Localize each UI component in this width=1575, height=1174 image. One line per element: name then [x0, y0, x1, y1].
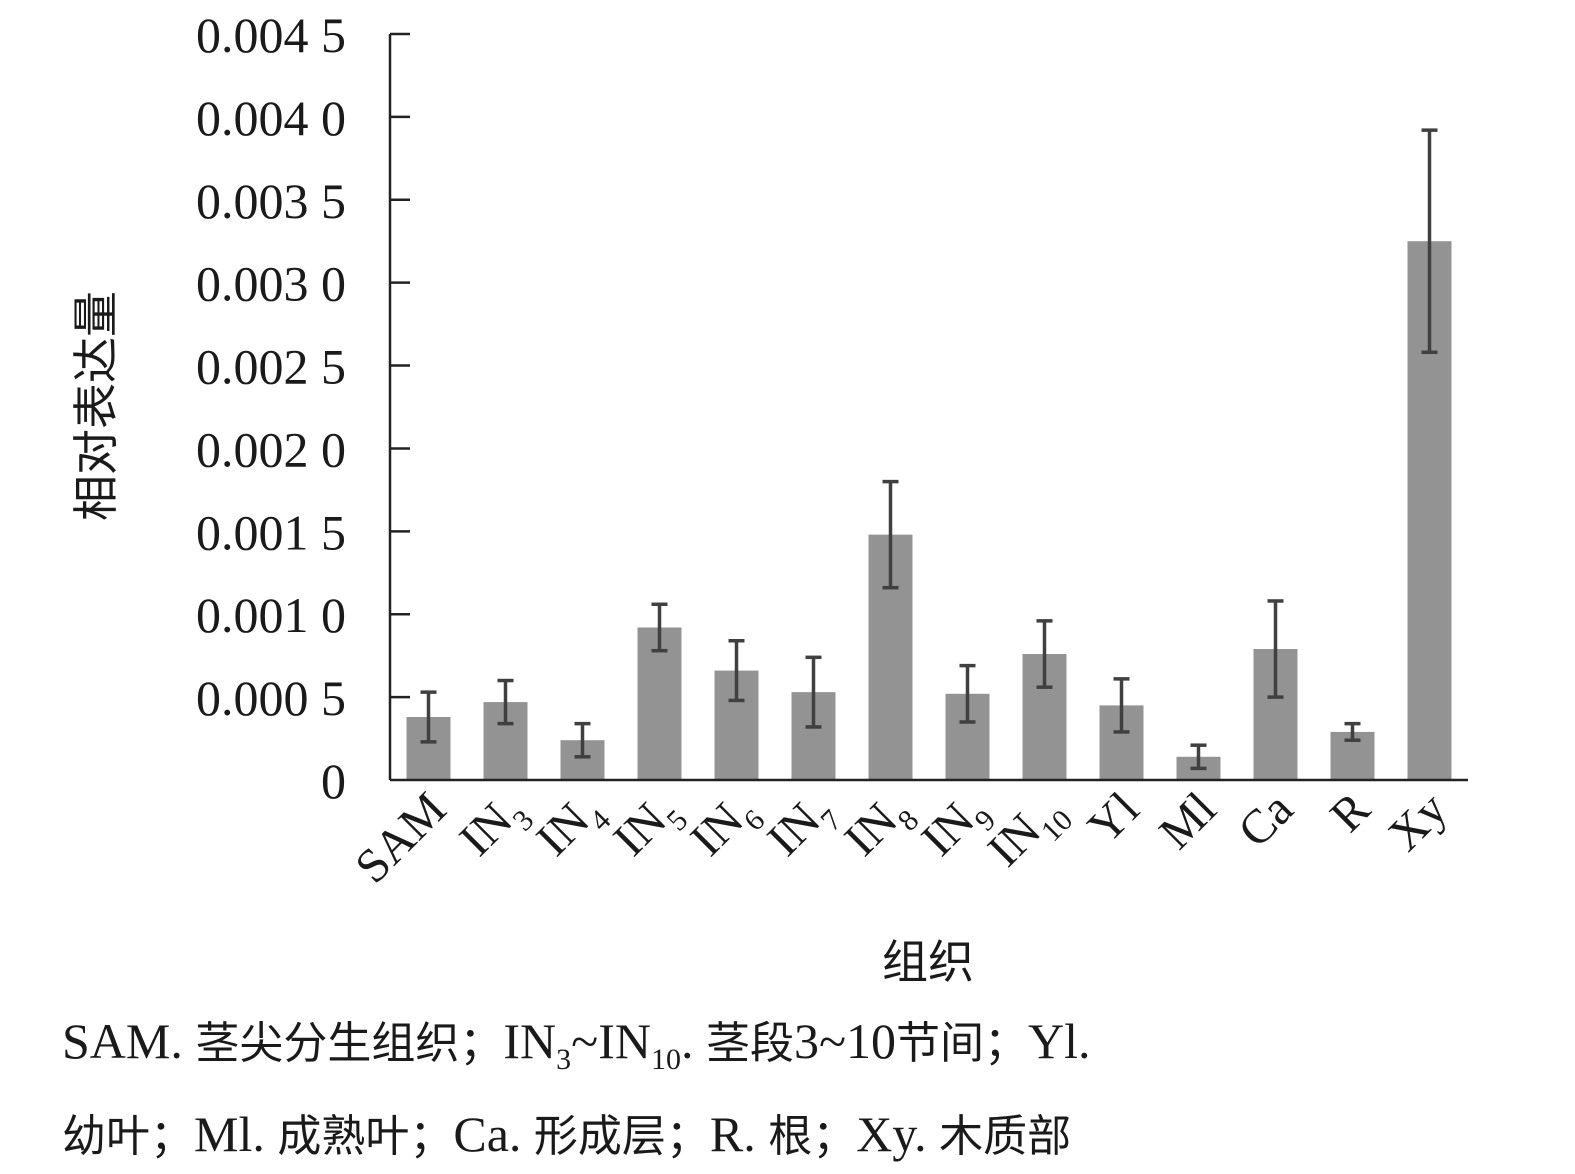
error-bar	[882, 479, 899, 590]
caption-segment: Ml.	[194, 1106, 278, 1162]
error-bar	[959, 663, 976, 724]
x-axis-title: 组织	[882, 935, 974, 989]
caption-segment: 根；	[768, 1111, 857, 1162]
caption-segment: Xy.	[856, 1106, 940, 1162]
caption-line-2: 幼叶；Ml. 成熟叶；Ca. 形成层；R. 根；Xy. 木质部	[62, 1097, 1542, 1174]
figure-caption: SAM. 茎尖分生组织；IN3~IN10. 茎段3~10节间；Yl. 幼叶；Ml…	[62, 1004, 1542, 1174]
caption-segment: IN	[503, 1013, 557, 1069]
y-tick-label: 0.004 5	[196, 7, 346, 63]
x-tick-label: Xy	[1378, 782, 1457, 861]
error-bar	[805, 655, 822, 729]
caption-segment: 节间；	[896, 1018, 1029, 1069]
caption-segment: 3~10	[793, 1013, 897, 1069]
y-tick-label: 0.003 0	[196, 256, 346, 312]
caption-segment: Ca.	[453, 1106, 534, 1162]
error-bar	[1036, 619, 1053, 689]
error-bar	[1190, 743, 1207, 771]
y-tick-label: 0.002 5	[196, 339, 346, 395]
caption-segment: 3	[556, 1043, 572, 1076]
caption-segment: SAM.	[62, 1013, 196, 1069]
caption-segment: 幼叶；	[62, 1111, 194, 1162]
error-bar	[1344, 721, 1361, 742]
caption-segment: 形成层；	[533, 1111, 710, 1162]
x-tick-label: Ml	[1149, 782, 1226, 859]
y-tick-label: 0.004 0	[196, 90, 346, 146]
x-tick-label: Ca	[1228, 782, 1303, 857]
caption-segment: R.	[709, 1106, 769, 1162]
bar	[637, 627, 682, 780]
error-bar	[1113, 677, 1130, 734]
y-tick-label: 0	[321, 753, 346, 809]
caption-segment: 10	[650, 1043, 681, 1076]
y-tick-label: 0.003 5	[196, 173, 346, 229]
caption-segment: 成熟叶；	[277, 1111, 454, 1162]
caption-segment: Yl.	[1028, 1013, 1091, 1069]
x-tick-label: Yl	[1078, 782, 1149, 853]
error-bars	[420, 128, 1438, 771]
error-bar	[420, 690, 437, 744]
y-tick-label: 0.001 5	[196, 504, 346, 560]
x-tick-label: R	[1320, 782, 1380, 842]
axes	[388, 34, 1468, 782]
error-bar	[728, 638, 745, 703]
caption-segment: 茎段	[705, 1018, 794, 1069]
bar-chart: 0 0.000 5 0.001 0 0.001 5 0.002 0 0.002 5 0.00…	[69, 7, 1468, 989]
y-axis-ticks: 0 0.000 5 0.001 0 0.001 5 0.002 0 0.002 5 0.00…	[196, 7, 410, 809]
caption-line-1: SAM. 茎尖分生组织；IN3~IN10. 茎段3~10节间；Yl.	[62, 1004, 1542, 1097]
x-tick-label: SAM	[345, 782, 456, 893]
caption-segment: 茎尖分生组织；	[195, 1018, 504, 1069]
y-tick-label: 0.001 0	[196, 587, 346, 643]
caption-segment: 木质部	[939, 1111, 1072, 1162]
error-bar	[1421, 128, 1438, 355]
y-tick-label: 0.000 5	[196, 670, 346, 726]
error-bar	[651, 602, 668, 653]
error-bar	[497, 678, 514, 726]
caption-segment: .	[680, 1013, 706, 1069]
caption-segment: ~IN	[571, 1013, 651, 1069]
x-tick-label: IN10	[978, 782, 1080, 884]
error-bar	[1267, 599, 1284, 699]
y-axis-title: 相对表达量	[69, 291, 123, 521]
y-tick-label: 0.002 0	[196, 421, 346, 477]
bar-series	[406, 241, 1452, 780]
error-bar	[574, 721, 591, 759]
